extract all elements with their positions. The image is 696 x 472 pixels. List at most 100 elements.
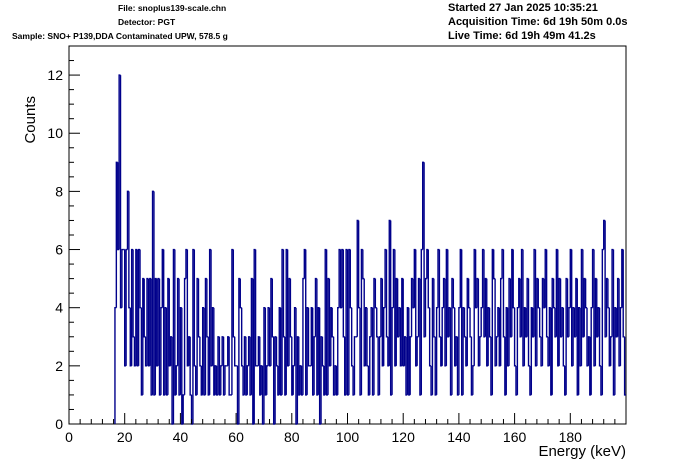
histogram-bin <box>214 365 217 395</box>
histogram-bin <box>551 277 554 395</box>
histogram-bin <box>299 365 302 395</box>
histogram-bin <box>565 277 568 395</box>
histogram-bin <box>605 277 608 337</box>
histogram-bin <box>303 248 306 279</box>
histogram-bin <box>232 249 235 338</box>
histogram-bin <box>516 306 519 395</box>
x-axis-title: Energy (keV) <box>538 443 626 460</box>
histogram-bin <box>139 249 142 309</box>
histogram-bin <box>391 306 394 395</box>
histogram-bin <box>428 307 432 367</box>
histogram-bin <box>350 307 354 367</box>
histogram-bin <box>518 277 521 308</box>
histogram-bin <box>197 278 200 338</box>
x-tick-label: 60 <box>228 429 244 445</box>
histogram-bin <box>417 277 420 337</box>
histogram-bin <box>267 306 270 366</box>
histogram-bin <box>442 277 445 308</box>
y-tick-label: 6 <box>55 242 63 258</box>
histogram-bin <box>188 336 191 366</box>
histogram-bin <box>473 248 476 366</box>
histogram-bin <box>580 248 583 366</box>
histogram-bin <box>228 336 231 396</box>
histogram-bin <box>611 248 614 337</box>
histogram-bin <box>310 306 313 366</box>
histogram-bin <box>590 306 593 395</box>
histogram-bin <box>227 336 230 366</box>
histogram-bin <box>161 248 164 308</box>
histogram-bin <box>342 249 345 338</box>
histogram-bin <box>302 277 305 395</box>
histogram-bin <box>160 306 163 395</box>
histogram-bin <box>320 336 323 424</box>
histogram-bin <box>314 277 317 337</box>
acquisition-time-label: Acquisition Time: 6d 19h 50m 0.0s <box>448 16 628 28</box>
histogram-bin <box>132 249 135 338</box>
histogram-bin <box>254 249 257 367</box>
histogram-bin <box>357 220 361 309</box>
histogram-bin <box>413 248 416 308</box>
histogram-bin <box>463 307 466 338</box>
histogram-bin <box>324 248 327 395</box>
histogram-bin <box>536 277 539 366</box>
histogram-bin <box>125 248 128 366</box>
histogram-bin <box>392 248 395 308</box>
histogram-bin <box>118 74 121 250</box>
histogram-bin <box>493 249 496 280</box>
histogram-bin <box>607 278 610 309</box>
histogram-bin <box>597 306 600 337</box>
histogram-bin <box>395 277 398 366</box>
x-tick-label: 160 <box>503 429 527 445</box>
histogram-bin <box>154 277 157 395</box>
histogram-bin <box>424 277 427 337</box>
histogram-bin <box>420 248 423 395</box>
histogram-bin <box>185 248 188 279</box>
histogram-bin <box>239 278 242 309</box>
histogram-bin <box>445 248 448 366</box>
histogram-bin <box>253 248 256 424</box>
histogram-bin <box>114 306 117 424</box>
histogram-bin <box>511 248 514 337</box>
histogram-bin <box>321 336 324 367</box>
histogram-bin <box>196 277 199 395</box>
histogram-bin <box>334 365 337 395</box>
histogram-bin <box>243 336 246 395</box>
detector-label: Detector: PGT <box>118 17 176 27</box>
histogram-bin <box>484 277 487 337</box>
histogram-bin <box>499 277 503 366</box>
histogram-bin <box>306 306 309 395</box>
y-tick-label: 2 <box>55 358 63 374</box>
histogram-bin <box>583 277 586 337</box>
histogram-bin <box>128 191 131 309</box>
histogram-bin <box>292 365 295 395</box>
histogram-bin <box>270 277 273 366</box>
histogram-bin <box>398 306 401 337</box>
histogram-bin <box>289 278 292 338</box>
histogram-bin <box>527 278 530 367</box>
sample-label: Sample: SNO+ P139,DDA Contaminated UPW, … <box>12 31 228 41</box>
histogram-bin <box>376 307 379 338</box>
histogram-bin <box>598 307 601 367</box>
histogram-bin <box>274 336 277 424</box>
histogram-bin <box>584 278 588 309</box>
histogram-bin <box>410 277 413 337</box>
histogram-bin <box>348 248 351 395</box>
histogram-bin <box>234 336 237 367</box>
histogram-bin <box>345 248 348 395</box>
histogram-bin <box>247 336 251 366</box>
histogram-bin <box>401 277 404 366</box>
histogram-bin <box>175 365 178 395</box>
histogram-bin <box>441 306 444 366</box>
histogram-bin <box>526 277 529 337</box>
histogram-bin <box>406 306 409 395</box>
histogram-bin <box>487 306 490 366</box>
histogram-bin <box>137 248 141 366</box>
histogram-bin <box>561 306 564 337</box>
histogram-bin <box>327 277 330 395</box>
histogram-bin <box>462 306 465 395</box>
histogram-bin <box>501 248 504 279</box>
histogram-bin <box>296 336 299 424</box>
x-tick-label: 100 <box>336 429 360 445</box>
histogram-bin <box>341 248 344 308</box>
histogram-bin <box>263 306 266 424</box>
